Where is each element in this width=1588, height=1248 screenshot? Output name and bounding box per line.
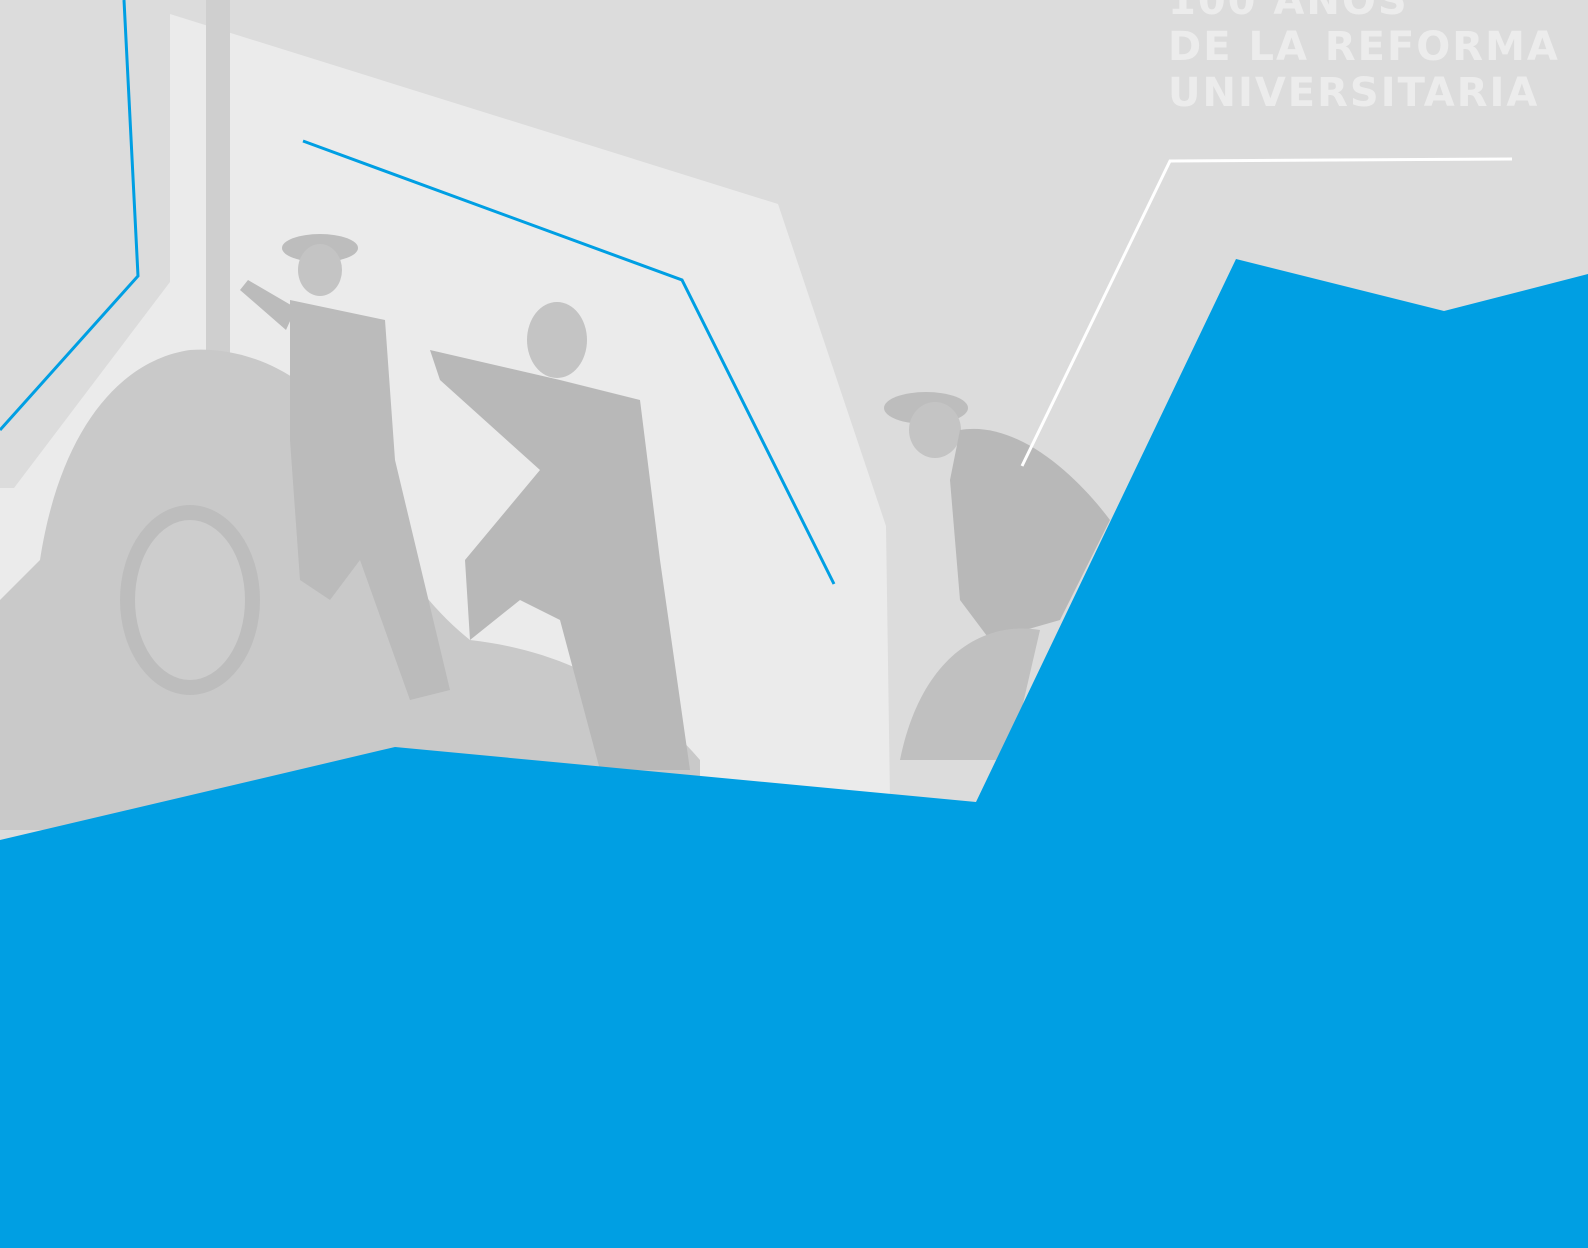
rubble — [900, 628, 1040, 760]
headline-line-2: DE LA REFORMA — [1168, 24, 1560, 70]
blue-foreground-shape — [0, 259, 1588, 1248]
coat-of-arms-inner — [135, 520, 245, 680]
headline-line-3: UNIVERSITARIA — [1168, 70, 1540, 116]
figure-1-head — [298, 244, 342, 296]
flag-pole — [206, 0, 230, 380]
figure-2-head — [527, 302, 587, 378]
white-accent-line — [1020, 157, 1513, 467]
blue-accent-line-left — [0, 0, 140, 432]
historical-photo — [0, 0, 1110, 830]
monument — [0, 349, 700, 830]
figure-3-head — [909, 402, 961, 458]
figure-1-arm — [240, 280, 296, 330]
headline: 100 AÑOS DE LA REFORMA UNIVERSITARIA — [1168, 0, 1560, 116]
figure-2-body — [430, 350, 690, 770]
headline-line-1: 100 AÑOS — [1168, 0, 1409, 24]
figure-1-body — [290, 300, 450, 700]
figure-3-body — [950, 428, 1110, 640]
blue-accent-line-center — [302, 139, 836, 585]
